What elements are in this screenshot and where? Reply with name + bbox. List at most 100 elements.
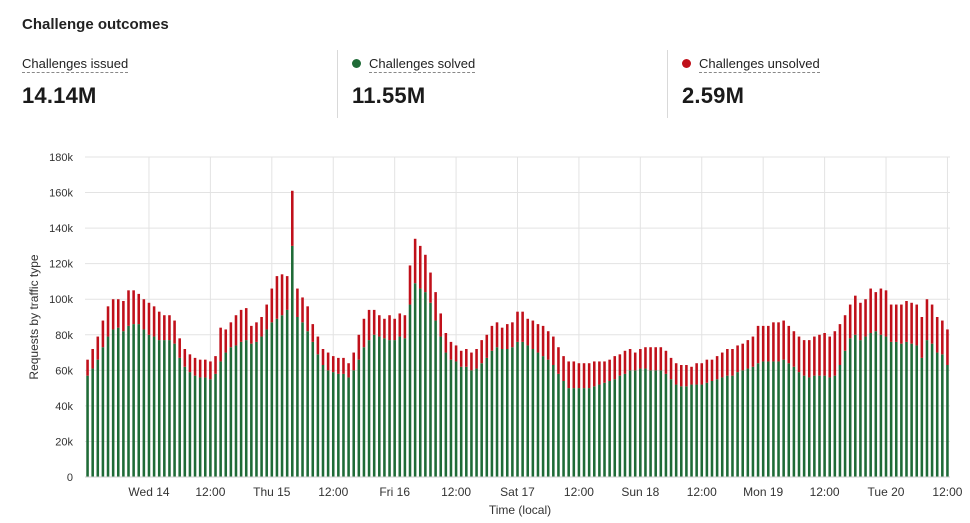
bar-unsolved[interactable] <box>337 357 340 374</box>
bar-solved[interactable] <box>265 329 268 477</box>
bar-unsolved[interactable] <box>306 306 309 332</box>
bar-solved[interactable] <box>746 368 750 477</box>
bar-unsolved[interactable] <box>905 301 908 342</box>
bar-unsolved[interactable] <box>941 320 944 355</box>
bar-unsolved[interactable] <box>608 359 611 381</box>
bar-solved[interactable] <box>843 350 847 477</box>
bar-solved[interactable] <box>398 336 402 477</box>
bar-solved[interactable] <box>352 370 355 477</box>
bar-unsolved[interactable] <box>925 299 929 341</box>
bar-unsolved[interactable] <box>357 334 361 360</box>
bar-unsolved[interactable] <box>362 318 366 348</box>
bar-unsolved[interactable] <box>168 315 171 341</box>
bar-solved[interactable] <box>403 338 407 477</box>
bar-solved[interactable] <box>500 349 504 477</box>
bar-solved[interactable] <box>214 373 217 477</box>
bar-solved[interactable] <box>260 336 263 477</box>
bar-unsolved[interactable] <box>378 315 381 337</box>
bar-unsolved[interactable] <box>403 315 407 339</box>
bar-solved[interactable] <box>306 331 309 477</box>
bar-unsolved[interactable] <box>413 238 417 284</box>
bar-unsolved[interactable] <box>552 336 555 365</box>
bar-solved[interactable] <box>818 375 821 477</box>
bar-unsolved[interactable] <box>198 359 202 378</box>
bar-solved[interactable] <box>188 372 192 477</box>
bar-solved[interactable] <box>557 373 560 477</box>
bar-solved[interactable] <box>459 366 463 477</box>
bar-unsolved[interactable] <box>234 315 238 346</box>
bar-unsolved[interactable] <box>782 320 785 360</box>
bar-unsolved[interactable] <box>408 265 412 305</box>
bar-solved[interactable] <box>603 382 606 477</box>
bar-solved[interactable] <box>465 366 468 477</box>
bar-unsolved[interactable] <box>331 356 335 373</box>
bar-solved[interactable] <box>946 365 949 477</box>
bar-unsolved[interactable] <box>480 340 483 364</box>
bar-unsolved[interactable] <box>275 276 279 319</box>
bar-unsolved[interactable] <box>296 288 299 317</box>
bar-solved[interactable] <box>454 361 458 477</box>
bar-solved[interactable] <box>413 283 417 477</box>
bar-solved[interactable] <box>807 377 811 477</box>
bar-unsolved[interactable] <box>465 349 468 367</box>
bar-solved[interactable] <box>674 384 678 477</box>
bar-unsolved[interactable] <box>710 359 714 381</box>
bar-solved[interactable] <box>910 343 913 477</box>
bar-unsolved[interactable] <box>142 299 146 330</box>
bar-solved[interactable] <box>91 368 94 477</box>
bar-unsolved[interactable] <box>316 336 320 355</box>
bar-solved[interactable] <box>505 349 509 477</box>
bar-unsolved[interactable] <box>582 363 586 389</box>
bar-unsolved[interactable] <box>680 365 683 387</box>
bar-solved[interactable] <box>685 386 688 477</box>
bar-solved[interactable] <box>101 347 105 477</box>
bar-solved[interactable] <box>178 357 181 477</box>
bar-unsolved[interactable] <box>859 302 862 341</box>
bar-solved[interactable] <box>244 340 248 477</box>
bar-unsolved[interactable] <box>449 341 453 360</box>
bar-solved[interactable] <box>418 288 422 477</box>
bar-solved[interactable] <box>193 375 197 477</box>
bar-unsolved[interactable] <box>255 322 258 342</box>
bar-solved[interactable] <box>859 340 862 477</box>
bar-unsolved[interactable] <box>490 325 494 351</box>
bar-unsolved[interactable] <box>183 349 187 367</box>
bar-solved[interactable] <box>833 375 837 477</box>
bar-unsolved[interactable] <box>562 356 565 381</box>
bar-solved[interactable] <box>434 320 437 477</box>
bar-unsolved[interactable] <box>326 352 330 371</box>
bar-unsolved[interactable] <box>270 288 274 323</box>
bar-unsolved[interactable] <box>603 361 606 383</box>
bar-solved[interactable] <box>582 388 586 477</box>
bar-solved[interactable] <box>879 334 883 477</box>
bar-unsolved[interactable] <box>342 357 345 374</box>
bar-solved[interactable] <box>572 388 576 477</box>
bar-solved[interactable] <box>664 373 668 477</box>
bar-solved[interactable] <box>787 363 791 477</box>
bar-solved[interactable] <box>326 370 330 477</box>
bar-unsolved[interactable] <box>741 343 744 371</box>
bar-unsolved[interactable] <box>910 302 913 344</box>
bar-unsolved[interactable] <box>459 350 463 367</box>
bar-unsolved[interactable] <box>541 325 545 357</box>
bar-solved[interactable] <box>695 384 698 477</box>
bar-solved[interactable] <box>362 347 366 477</box>
bar-solved[interactable] <box>884 336 888 477</box>
bar-solved[interactable] <box>541 356 545 477</box>
bar-unsolved[interactable] <box>546 331 550 360</box>
bar-solved[interactable] <box>393 340 396 477</box>
bar-unsolved[interactable] <box>127 290 130 326</box>
bar-unsolved[interactable] <box>260 317 263 337</box>
bar-unsolved[interactable] <box>111 299 115 330</box>
bar-solved[interactable] <box>531 349 535 477</box>
bar-unsolved[interactable] <box>726 349 729 376</box>
bar-unsolved[interactable] <box>291 190 294 246</box>
bar-solved[interactable] <box>480 363 483 477</box>
bar-unsolved[interactable] <box>214 356 217 374</box>
bar-unsolved[interactable] <box>173 320 176 344</box>
bar-unsolved[interactable] <box>505 324 509 349</box>
bar-solved[interactable] <box>250 343 253 477</box>
bar-unsolved[interactable] <box>772 322 775 362</box>
bar-unsolved[interactable] <box>418 245 422 289</box>
bar-solved[interactable] <box>874 331 878 477</box>
